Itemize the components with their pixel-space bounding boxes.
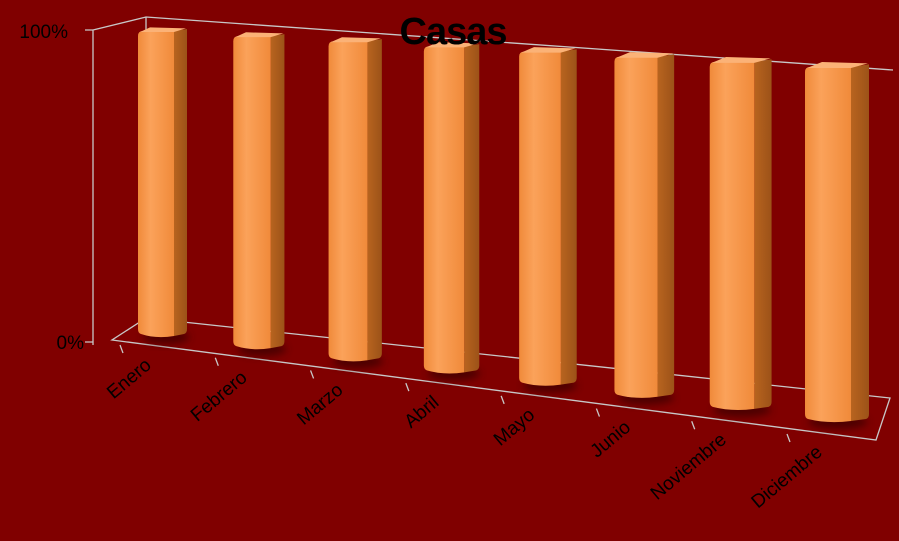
bar-side-face <box>174 29 187 337</box>
bar-top-face <box>425 42 479 48</box>
bar-front-face <box>423 46 465 374</box>
x-tick-label: Mayo <box>490 404 539 450</box>
bar-top-face <box>235 32 284 38</box>
x-tick-label: Febrero <box>187 367 251 426</box>
x-tick-mark <box>119 344 124 354</box>
bar-front-face <box>519 51 561 386</box>
x-tick-label: Enero <box>103 355 155 404</box>
bar-side-face <box>560 49 577 385</box>
bar-top-face <box>711 57 771 63</box>
bar-mayo <box>519 47 577 386</box>
x-tick-mark <box>500 395 505 405</box>
chart-frame <box>85 16 894 441</box>
bar-side-face <box>367 39 382 361</box>
bar-top-face <box>616 52 674 58</box>
bar-front-face <box>614 56 658 398</box>
bar-side-face <box>754 59 772 409</box>
bar-noviembre <box>709 57 772 410</box>
bar-top-face <box>140 27 186 32</box>
x-tick-mark <box>691 421 696 430</box>
bar-side-face <box>464 44 480 373</box>
bar-top-face <box>521 47 576 53</box>
bar-enero <box>138 27 187 338</box>
back-wall-outline <box>92 16 894 345</box>
x-tick-mark <box>786 433 791 443</box>
bar-febrero <box>233 32 285 350</box>
x-tick-mark <box>214 357 219 366</box>
bar-front-face <box>805 67 851 423</box>
y-tick-label-top: 100% <box>19 22 68 43</box>
bar-junio <box>614 52 675 398</box>
y-axis-ticks <box>85 29 93 343</box>
bar-marzo <box>328 37 382 362</box>
bar-side-face <box>657 54 675 397</box>
x-axis-ticks <box>119 344 791 443</box>
x-tick-label: Noviembre <box>647 429 731 504</box>
x-tick-label: Junio <box>587 417 635 462</box>
bar-abril <box>423 42 480 374</box>
y-tick-label-bottom: 0% <box>57 333 85 354</box>
x-tick-label: Diciembre <box>748 442 827 513</box>
bar-top-face <box>330 37 381 43</box>
bar-side-face <box>270 34 285 349</box>
bar-top-face <box>807 61 868 68</box>
bar-side-face <box>851 64 869 422</box>
x-tick-mark <box>405 382 410 392</box>
bars-group <box>138 27 869 423</box>
bar-diciembre <box>805 61 869 423</box>
bar-front-face <box>328 41 368 362</box>
x-tick-mark <box>309 370 315 379</box>
bar-front-face <box>709 61 755 410</box>
x-tick-label: Abril <box>401 392 444 433</box>
bar-front-face <box>233 36 271 350</box>
x-tick-label: Marzo <box>293 380 347 430</box>
x-tick-mark <box>595 408 601 417</box>
chart-title: Casas <box>400 11 507 53</box>
bar-front-face <box>138 31 174 338</box>
